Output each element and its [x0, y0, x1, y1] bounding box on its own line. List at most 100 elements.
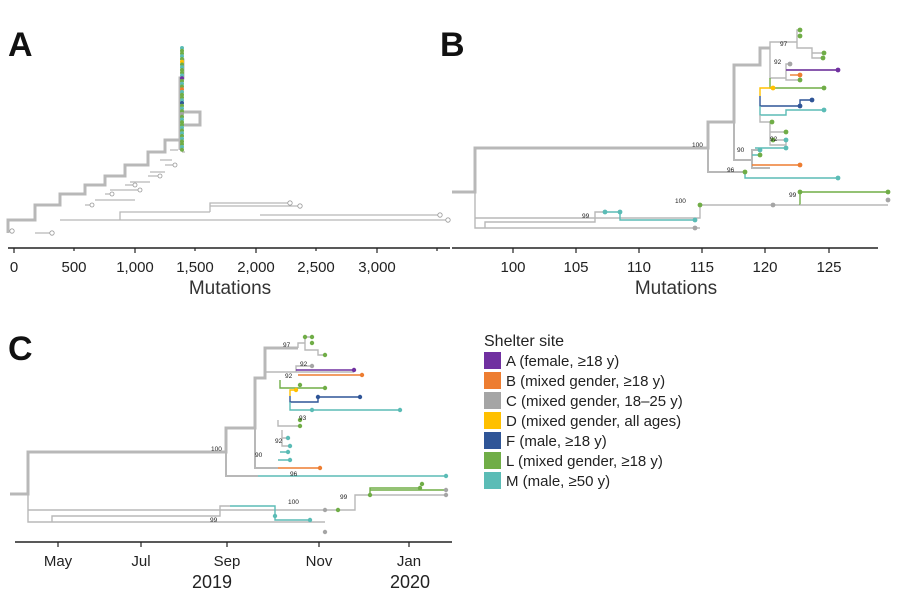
- bootstrap-label: 92: [275, 438, 283, 445]
- tip-point: [692, 225, 698, 231]
- tip-point: [297, 382, 303, 388]
- bootstrap-label: 92: [285, 373, 293, 380]
- tip-point: [180, 145, 184, 149]
- panel-c-month-label: Sep: [214, 553, 241, 570]
- tip-point: [797, 77, 803, 83]
- tip-point: [285, 435, 291, 441]
- tip-point: [307, 517, 313, 523]
- legend-swatch: [484, 472, 501, 489]
- tip-point: [272, 513, 278, 519]
- tip-point: [180, 147, 184, 152]
- bootstrap-label: 99: [340, 494, 348, 501]
- bootstrap-label: 92: [300, 361, 308, 368]
- tip-point: [770, 85, 776, 91]
- panel-c-letter: C: [8, 330, 33, 368]
- panel-c-ticks: [57, 542, 410, 547]
- legend-swatch: [484, 452, 501, 469]
- bootstrap-label: 93: [299, 415, 307, 422]
- legend-item: B (mixed gender, ≥18 y): [484, 372, 665, 390]
- panel-c-subtree: [230, 336, 446, 521]
- tip-point: [309, 340, 315, 346]
- tip-point: [180, 98, 184, 103]
- tip-point: [180, 134, 184, 138]
- tip-point: [180, 48, 184, 53]
- legend-label: F (male, ≥18 y): [506, 433, 607, 450]
- bootstrap-label: 97: [283, 342, 291, 349]
- bootstrap-label: 99: [582, 213, 590, 220]
- panel-a-tick-label: 2,000: [237, 259, 275, 276]
- tip-point: [180, 79, 184, 83]
- tip-point: [742, 169, 748, 175]
- panel-b-tick-label: 100: [500, 259, 525, 276]
- tip-point: [322, 507, 328, 513]
- panel-c: C 100 97 92 92 93 92: [8, 330, 452, 592]
- tip-point: [180, 120, 184, 125]
- panel-a-tick-label: 3,000: [358, 259, 396, 276]
- tip-point: [797, 103, 803, 109]
- tip-point: [367, 492, 373, 498]
- tip-point: [180, 68, 184, 72]
- legend-swatch: [484, 392, 501, 409]
- panel-a-gray-tips: [9, 162, 451, 236]
- legend-label: M (male, ≥50 y): [506, 473, 610, 490]
- panel-a: A 0 500 1,000 1,500 2: [6, 26, 451, 299]
- tip-point: [835, 67, 841, 73]
- tip-point: [180, 81, 184, 86]
- panel-a-letter: A: [8, 26, 33, 64]
- legend-swatch: [484, 432, 501, 449]
- legend-label: C (mixed gender, 18–25 y): [506, 393, 683, 410]
- tip-point: [180, 54, 184, 59]
- panel-b-tick-label: 105: [563, 259, 588, 276]
- tip-point: [297, 423, 303, 429]
- legend-swatch: [484, 352, 501, 369]
- tip-point: [180, 131, 184, 136]
- panel-b-ticks: [512, 248, 830, 253]
- legend-label: B (mixed gender, ≥18 y): [506, 373, 665, 390]
- tip-point: [293, 387, 299, 393]
- tip-point: [835, 175, 841, 181]
- tip-point: [417, 485, 423, 491]
- bootstrap-label: 96: [727, 167, 735, 174]
- tip-point: [180, 123, 184, 127]
- panel-c-tree: [10, 346, 370, 523]
- tip-point: [180, 92, 184, 97]
- tip-point: [322, 529, 328, 535]
- legend-item: D (mixed gender, all ages): [484, 412, 681, 430]
- tip-point: [180, 46, 184, 50]
- tip-point: [821, 85, 827, 91]
- tip-point: [797, 33, 803, 39]
- panel-a-tick-label: 1,000: [116, 259, 154, 276]
- tip-point: [359, 372, 365, 378]
- panel-c-month-label: Jan: [397, 553, 421, 570]
- bootstrap-label: 100: [692, 142, 703, 149]
- tip-point: [180, 95, 184, 100]
- tip-point: [770, 202, 776, 208]
- bootstrap-label: 90: [255, 452, 263, 459]
- tip-point: [180, 84, 184, 89]
- panel-a-axis-title: Mutations: [189, 278, 271, 299]
- tip-point: [297, 417, 303, 423]
- tip-point: [443, 473, 449, 479]
- bootstrap-label: 100: [675, 198, 686, 205]
- tip-point: [180, 114, 184, 119]
- tip-point: [309, 334, 315, 340]
- tip-point: [287, 457, 293, 463]
- tip-point: [357, 394, 363, 400]
- legend-title: Shelter site: [484, 333, 564, 350]
- bootstrap-label: 92: [774, 59, 782, 66]
- legend-swatch: [484, 412, 501, 429]
- panel-b-tick-label: 110: [627, 259, 651, 276]
- panel-c-year-label: 2020: [390, 572, 430, 592]
- tip-point: [180, 128, 184, 133]
- tip-point: [783, 137, 789, 143]
- panel-b-tip-points: [602, 27, 891, 231]
- legend-item: L (mixed gender, ≥18 y): [484, 452, 663, 470]
- tip-point: [180, 125, 184, 130]
- tip-point: [885, 189, 891, 195]
- legend-item: A (female, ≥18 y): [484, 352, 619, 370]
- tip-point: [309, 407, 315, 413]
- legend-swatch: [484, 372, 501, 389]
- bootstrap-label: 96: [290, 471, 298, 478]
- tip-point: [180, 65, 184, 70]
- panel-b-axis-title: Mutations: [635, 278, 717, 299]
